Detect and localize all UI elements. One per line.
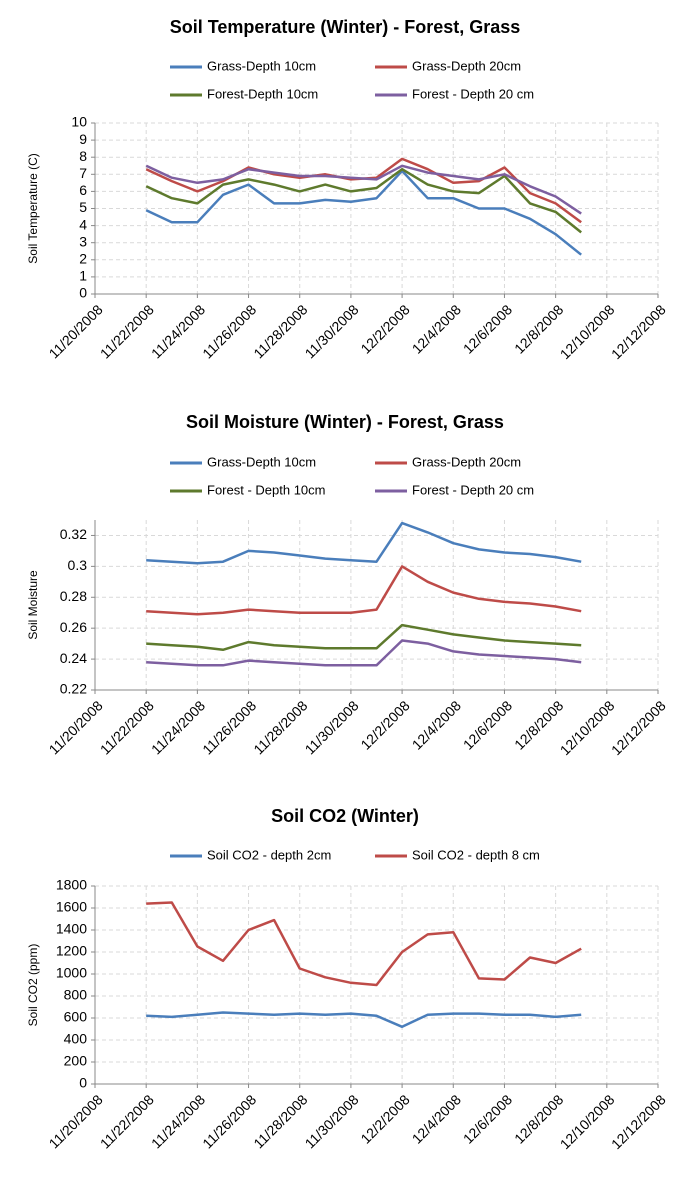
x-tick-label: 11/28/2008 — [250, 301, 310, 361]
y-tick-label: 1600 — [56, 899, 87, 915]
legend-label: Grass-Depth 20cm — [412, 454, 521, 469]
data-line — [146, 1011, 582, 1029]
y-tick-label: 1400 — [56, 921, 87, 937]
y-tick-label: 0.24 — [60, 650, 87, 666]
x-tick-label: 12/2/2008 — [357, 697, 413, 753]
chart-title: Soil Temperature (Winter) - Forest, Gras… — [170, 17, 521, 37]
y-axis-label: Soil Moisture — [26, 570, 40, 640]
y-tick-label: 0 — [79, 285, 87, 301]
y-tick-label: 3 — [79, 233, 87, 249]
legend-label: Soil CO2 - depth 2cm — [207, 847, 331, 862]
y-tick-label: 0.32 — [60, 526, 87, 542]
x-tick-label: 11/20/2008 — [46, 1091, 106, 1151]
y-axis-label: Soil Temperature (C) — [26, 153, 40, 263]
legend-label: Grass-Depth 10cm — [207, 58, 316, 73]
legend-label: Grass-Depth 20cm — [412, 58, 521, 73]
y-tick-label: 10 — [71, 114, 87, 130]
y-tick-label: 1000 — [56, 965, 87, 981]
x-tick-label: 11/28/2008 — [250, 1091, 310, 1151]
chart-title: Soil CO2 (Winter) — [271, 806, 419, 826]
x-tick-label: 12/4/2008 — [409, 301, 465, 357]
x-tick-label: 11/30/2008 — [302, 301, 362, 361]
x-tick-label: 11/20/2008 — [46, 697, 106, 757]
chart-title: Soil Moisture (Winter) - Forest, Grass — [186, 412, 504, 432]
y-tick-label: 5 — [79, 199, 87, 215]
x-tick-label: 12/4/2008 — [409, 1091, 465, 1147]
y-tick-label: 600 — [64, 1009, 88, 1025]
data-line — [146, 901, 582, 987]
x-tick-label: 11/22/2008 — [97, 1091, 157, 1151]
x-tick-label: 12/12/2008 — [608, 697, 669, 758]
x-tick-label: 11/26/2008 — [199, 697, 259, 757]
y-tick-label: 9 — [79, 131, 87, 147]
data-line — [146, 623, 582, 652]
y-tick-label: 1800 — [56, 877, 87, 893]
data-line — [145, 164, 582, 215]
y-tick-label: 1200 — [56, 943, 87, 959]
x-tick-label: 11/20/2008 — [46, 301, 106, 361]
x-tick-label: 11/26/2008 — [199, 1091, 259, 1151]
data-line — [146, 565, 582, 616]
y-tick-label: 400 — [64, 1031, 88, 1047]
y-axis-label: Soil CO2 (ppm) — [26, 944, 40, 1027]
y-tick-label: 8 — [79, 148, 87, 164]
legend-label: Soil CO2 - depth 8 cm — [412, 847, 540, 862]
y-tick-label: 7 — [79, 165, 87, 181]
y-tick-label: 6 — [79, 182, 87, 198]
y-tick-label: 1 — [79, 268, 87, 284]
x-tick-label: 12/10/2008 — [557, 1091, 618, 1152]
x-tick-label: 11/30/2008 — [302, 697, 362, 757]
legend-label: Forest - Depth 20 cm — [412, 482, 534, 497]
x-tick-label: 12/10/2008 — [557, 301, 618, 362]
y-tick-label: 0.28 — [60, 588, 87, 604]
y-tick-label: 0 — [79, 1075, 87, 1091]
x-tick-label: 12/4/2008 — [409, 697, 465, 753]
y-tick-label: 4 — [79, 216, 87, 232]
y-tick-label: 0.3 — [68, 557, 88, 573]
x-tick-label: 12/10/2008 — [557, 697, 618, 758]
x-tick-label: 11/22/2008 — [97, 697, 157, 757]
legend-label: Forest-Depth 10cm — [207, 86, 318, 101]
x-tick-label: 11/22/2008 — [97, 301, 157, 361]
x-tick-label: 11/24/2008 — [148, 301, 208, 361]
x-tick-label: 12/6/2008 — [460, 301, 516, 357]
x-tick-label: 12/12/2008 — [608, 301, 669, 362]
x-tick-label: 12/6/2008 — [460, 697, 516, 753]
x-tick-label: 12/6/2008 — [460, 1091, 516, 1147]
x-tick-label: 11/26/2008 — [199, 301, 259, 361]
x-tick-label: 11/28/2008 — [250, 697, 310, 757]
x-tick-label: 12/2/2008 — [357, 1091, 413, 1147]
legend-label: Forest - Depth 10cm — [207, 482, 326, 497]
x-tick-label: 11/24/2008 — [148, 697, 208, 757]
data-line — [146, 521, 582, 565]
y-tick-label: 0.22 — [60, 681, 87, 697]
x-tick-label: 11/24/2008 — [148, 1091, 208, 1151]
x-tick-label: 12/12/2008 — [608, 1091, 669, 1152]
y-tick-label: 200 — [64, 1053, 88, 1069]
data-line — [146, 639, 582, 667]
y-tick-label: 800 — [64, 987, 88, 1003]
legend-label: Forest - Depth 20 cm — [412, 86, 534, 101]
x-tick-label: 12/2/2008 — [357, 301, 413, 357]
y-tick-label: 0.26 — [60, 619, 87, 635]
legend-label: Grass-Depth 10cm — [207, 454, 316, 469]
data-line — [145, 169, 582, 256]
y-tick-label: 2 — [79, 251, 87, 267]
x-tick-label: 11/30/2008 — [302, 1091, 362, 1151]
data-line — [145, 167, 582, 234]
